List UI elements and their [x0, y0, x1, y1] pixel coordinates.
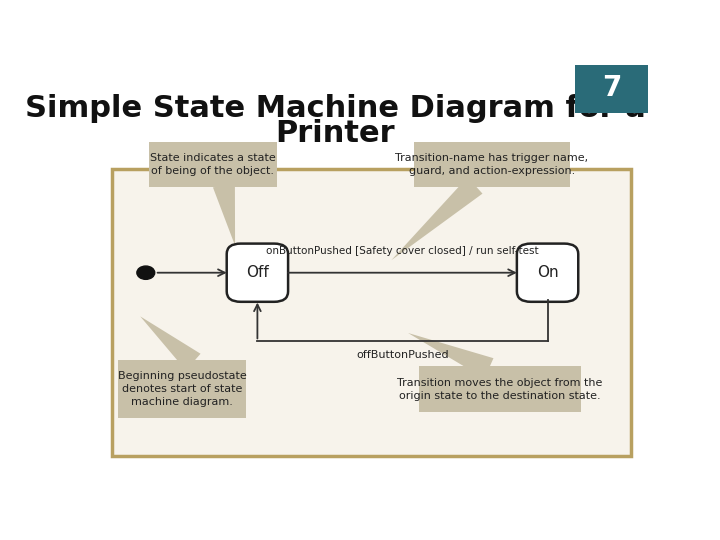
Text: Printer: Printer — [276, 119, 395, 148]
Text: Beginning pseudostate
denotes start of state
machine diagram.: Beginning pseudostate denotes start of s… — [117, 371, 246, 407]
Text: Off: Off — [246, 265, 269, 280]
FancyBboxPatch shape — [517, 244, 578, 302]
Text: Simple State Machine Diagram for a: Simple State Machine Diagram for a — [25, 94, 646, 123]
Text: Transition moves the object from the
origin state to the destination state.: Transition moves the object from the ori… — [397, 377, 603, 401]
FancyBboxPatch shape — [419, 366, 581, 412]
Text: 7: 7 — [602, 73, 621, 102]
Text: Transition-name has trigger name,
guard, and action-expression.: Transition-name has trigger name, guard,… — [395, 153, 588, 176]
FancyBboxPatch shape — [148, 141, 277, 187]
Text: On: On — [536, 265, 559, 280]
FancyBboxPatch shape — [118, 360, 246, 418]
Polygon shape — [140, 316, 201, 370]
FancyBboxPatch shape — [575, 65, 648, 113]
Polygon shape — [392, 177, 482, 260]
Polygon shape — [408, 333, 493, 379]
Circle shape — [137, 266, 155, 279]
FancyBboxPatch shape — [227, 244, 288, 302]
Polygon shape — [213, 184, 235, 246]
Text: onButtonPushed [Safety cover closed] / run self-test: onButtonPushed [Safety cover closed] / r… — [266, 246, 539, 256]
Text: State indicates a state
of being of the object.: State indicates a state of being of the … — [150, 153, 276, 176]
Text: offButtonPushed: offButtonPushed — [356, 349, 449, 360]
FancyBboxPatch shape — [112, 168, 631, 456]
FancyBboxPatch shape — [413, 141, 570, 187]
